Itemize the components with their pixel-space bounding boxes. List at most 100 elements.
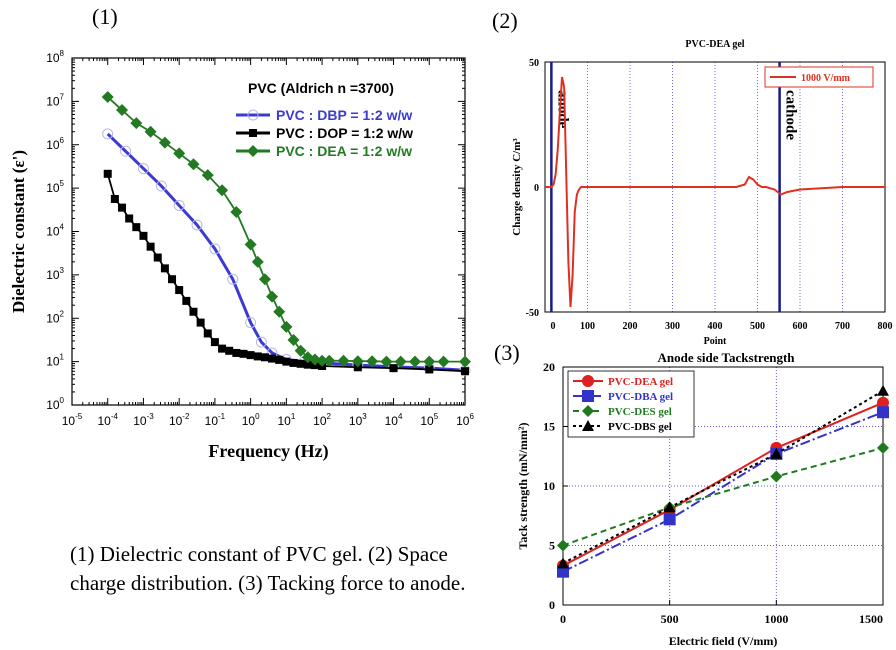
x-tick-base: 10 <box>420 414 434 428</box>
y-tick-label: 15 <box>543 420 555 434</box>
legend-label: PVC-DEA gel <box>608 376 673 388</box>
legend-label: PVC-DBA gel <box>608 391 673 403</box>
data-point <box>351 355 364 368</box>
data-point <box>230 205 243 218</box>
legend-marker <box>249 129 257 137</box>
series-line <box>545 76 885 308</box>
x-tick-exp: 4 <box>398 412 403 421</box>
data-point <box>187 158 200 171</box>
legend-label: 1000 V/mm <box>801 73 851 84</box>
x-tick-exp: -5 <box>75 412 83 421</box>
x-axis-label: Point <box>704 336 727 347</box>
x-tick-label: 400 <box>708 321 723 332</box>
panel-1-label: (1) <box>92 4 118 29</box>
y-tick-base: 10 <box>46 51 60 65</box>
data-point <box>423 355 436 368</box>
data-point <box>201 169 214 182</box>
data-point <box>260 353 269 362</box>
x-tick-label: 10-4 <box>97 412 118 428</box>
data-point <box>251 255 264 268</box>
data-point <box>182 296 191 305</box>
x-tick-exp: -4 <box>111 412 119 421</box>
data-point <box>557 565 569 578</box>
x-tick-exp: -1 <box>218 412 226 421</box>
data-point <box>877 406 889 419</box>
x-tick-label: 106 <box>456 412 474 428</box>
y-tick-label: 0 <box>534 183 539 194</box>
x-tick-label: 102 <box>313 412 331 428</box>
x-tick-label: 10-1 <box>205 412 226 428</box>
data-point <box>203 329 212 338</box>
legend-box <box>764 66 874 88</box>
data-point <box>394 355 407 368</box>
data-point <box>160 264 169 273</box>
data-point <box>303 360 312 369</box>
x-tick-label: 800 <box>878 321 893 332</box>
data-point <box>218 344 227 353</box>
data-point <box>316 354 329 367</box>
legend-label: PVC : DOP = 1:2 w/w <box>276 125 413 141</box>
data-point <box>110 194 119 203</box>
legend-marker <box>582 375 594 387</box>
data-point <box>353 363 362 372</box>
data-point <box>191 219 203 231</box>
x-tick-exp: 1 <box>291 412 296 421</box>
panel-3-label: (3) <box>494 340 520 365</box>
y-tick-exp: 4 <box>60 223 65 232</box>
legend-label: PVC : DBP = 1:2 w/w <box>276 107 412 123</box>
data-point <box>227 273 239 285</box>
data-point <box>173 147 186 160</box>
panel-2-label: (2) <box>492 8 518 33</box>
y-tick-label: -50 <box>526 308 539 319</box>
x-tick-base: 10 <box>133 414 147 428</box>
y-tick-exp: 2 <box>60 309 65 318</box>
legend-marker <box>582 405 594 417</box>
y-tick-exp: 3 <box>60 266 65 275</box>
y-tick-base: 10 <box>46 398 60 412</box>
data-point <box>168 275 177 284</box>
legend-marker <box>582 420 594 431</box>
data-point <box>155 180 167 192</box>
x-tick-label: 1000 <box>764 612 788 626</box>
x-tick-base: 10 <box>277 414 291 428</box>
data-point <box>877 396 889 409</box>
data-point <box>210 338 219 347</box>
data-point <box>102 128 114 140</box>
x-tick-label: 10-2 <box>169 412 190 428</box>
y-tick-base: 10 <box>46 355 60 369</box>
data-point <box>389 364 398 373</box>
data-point <box>116 104 129 117</box>
data-point <box>294 344 307 357</box>
data-point <box>266 290 279 303</box>
data-point <box>239 349 248 358</box>
chart-title: PVC-DEA gel <box>685 39 744 50</box>
data-point <box>244 238 257 251</box>
x-tick-exp: -3 <box>147 412 155 421</box>
data-point <box>366 355 379 368</box>
data-point <box>287 333 300 346</box>
data-point <box>770 470 783 483</box>
data-point <box>557 539 569 552</box>
y-tick-exp: 1 <box>60 353 65 362</box>
y-tick-label: 102 <box>46 309 64 325</box>
data-point <box>103 169 112 178</box>
cathode-label: cathode <box>783 90 799 140</box>
data-point <box>663 501 676 513</box>
chart-title: Anode side Tackstrength <box>657 350 795 365</box>
data-point <box>273 305 286 318</box>
x-tick-label: 100 <box>242 412 260 428</box>
data-point <box>459 355 471 368</box>
x-tick-label: 105 <box>420 412 438 428</box>
x-tick-base: 10 <box>62 414 76 428</box>
y-tick-base: 10 <box>46 181 60 195</box>
data-point <box>877 441 889 454</box>
data-point <box>189 307 198 316</box>
y-tick-exp: 6 <box>60 136 65 145</box>
y-tick-label: 104 <box>46 223 64 239</box>
data-point <box>118 203 127 212</box>
y-tick-label: 103 <box>46 266 64 282</box>
data-point <box>132 223 141 232</box>
x-tick-label: 104 <box>385 412 403 428</box>
series-line <box>562 389 884 565</box>
